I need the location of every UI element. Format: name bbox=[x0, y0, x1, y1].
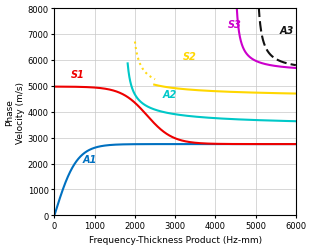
Text: A1: A1 bbox=[83, 154, 97, 164]
Y-axis label: Phase
Velocity (m/s): Phase Velocity (m/s) bbox=[6, 81, 25, 143]
Text: S1: S1 bbox=[71, 70, 84, 80]
X-axis label: Frequency-Thickness Product (Hz-mm): Frequency-Thickness Product (Hz-mm) bbox=[89, 236, 262, 244]
Text: A3: A3 bbox=[280, 26, 294, 36]
Text: A2: A2 bbox=[163, 90, 177, 100]
Text: S3: S3 bbox=[227, 20, 241, 30]
Text: S2: S2 bbox=[183, 51, 197, 61]
